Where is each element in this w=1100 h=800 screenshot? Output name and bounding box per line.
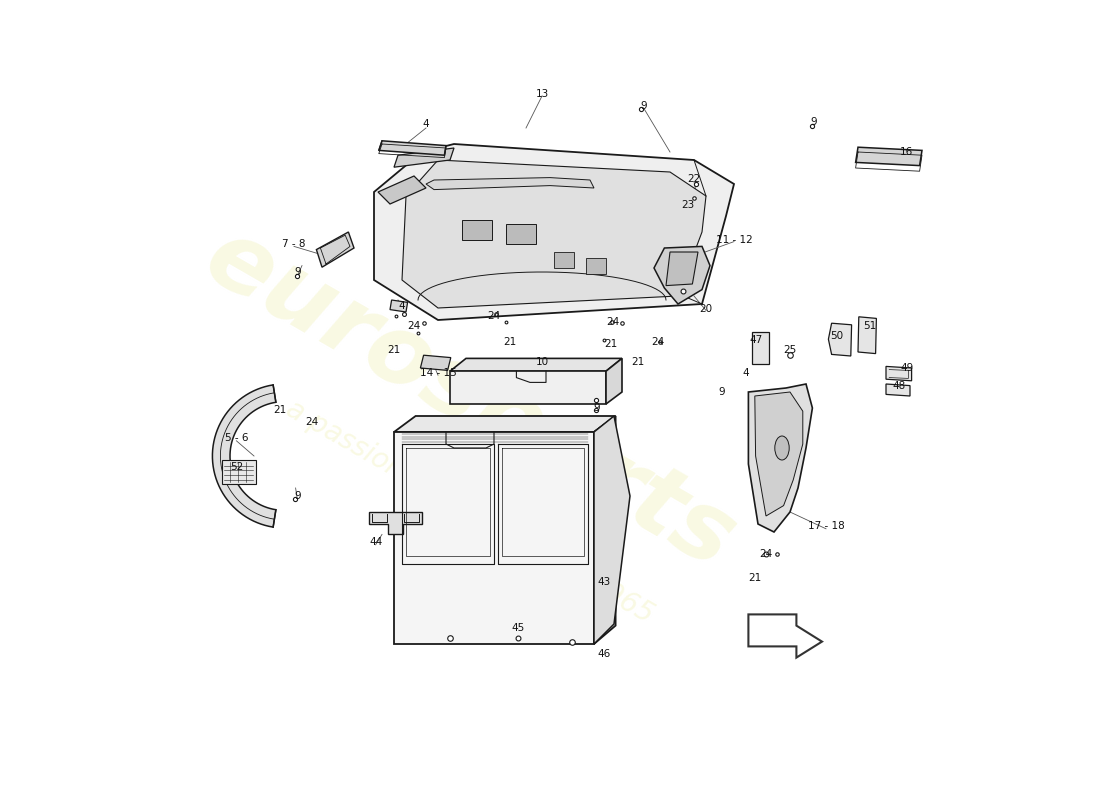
Text: 9: 9 (294, 491, 300, 501)
Text: 47: 47 (750, 335, 763, 345)
Polygon shape (755, 392, 803, 516)
Polygon shape (748, 384, 813, 532)
Bar (586, 258, 606, 274)
Text: 24: 24 (305, 418, 318, 427)
Text: 24: 24 (407, 322, 420, 331)
Polygon shape (450, 358, 622, 371)
Polygon shape (420, 355, 451, 370)
Polygon shape (378, 176, 426, 204)
Polygon shape (606, 358, 621, 404)
Polygon shape (886, 366, 912, 381)
Polygon shape (858, 317, 877, 354)
Polygon shape (450, 371, 606, 404)
Text: 52: 52 (230, 462, 243, 472)
Bar (462, 220, 493, 240)
Polygon shape (378, 141, 446, 155)
Polygon shape (886, 384, 910, 396)
Text: 9: 9 (718, 387, 725, 397)
Text: 11 - 12: 11 - 12 (716, 235, 752, 245)
Text: 4: 4 (422, 119, 429, 129)
Text: 16: 16 (900, 147, 913, 157)
Text: 9: 9 (640, 101, 647, 110)
Text: 20: 20 (700, 304, 713, 314)
Polygon shape (394, 416, 616, 432)
Text: 21: 21 (387, 346, 400, 355)
Text: 5 - 6: 5 - 6 (224, 434, 249, 443)
Text: 49: 49 (900, 363, 913, 373)
Text: 21: 21 (604, 339, 617, 349)
Text: 10: 10 (536, 357, 549, 366)
Text: 21: 21 (273, 406, 286, 415)
Text: 51: 51 (864, 322, 877, 331)
Polygon shape (394, 432, 594, 644)
Polygon shape (828, 323, 851, 356)
Text: eurosparts: eurosparts (189, 211, 751, 589)
Polygon shape (594, 416, 616, 644)
Text: 4: 4 (398, 301, 405, 310)
Bar (506, 224, 537, 244)
Text: 17 - 18: 17 - 18 (807, 522, 845, 531)
Polygon shape (212, 385, 276, 527)
Text: 14 - 15: 14 - 15 (419, 368, 456, 378)
Text: 21: 21 (631, 357, 645, 366)
Polygon shape (374, 144, 734, 320)
Text: 7 - 8: 7 - 8 (283, 239, 306, 249)
Polygon shape (856, 147, 922, 166)
Polygon shape (402, 160, 706, 308)
Text: 9: 9 (593, 403, 600, 413)
Text: 25: 25 (783, 346, 796, 355)
Text: 24: 24 (651, 338, 664, 347)
Polygon shape (394, 148, 454, 167)
Text: 44: 44 (368, 538, 382, 547)
Text: 9: 9 (295, 267, 301, 277)
Text: 43: 43 (597, 578, 611, 587)
Polygon shape (666, 252, 698, 286)
Text: 23: 23 (681, 200, 694, 210)
Text: a passion for parts since 1965: a passion for parts since 1965 (282, 395, 659, 629)
Polygon shape (426, 178, 594, 190)
Polygon shape (390, 300, 408, 312)
Text: 4: 4 (742, 368, 749, 378)
Text: 24: 24 (759, 549, 772, 558)
Text: 48: 48 (892, 381, 905, 390)
Bar (751, 332, 769, 364)
Text: 13: 13 (536, 90, 549, 99)
Text: 9: 9 (811, 117, 817, 126)
Ellipse shape (774, 436, 789, 460)
Text: 45: 45 (512, 623, 525, 633)
Text: 21: 21 (504, 338, 517, 347)
Bar (554, 252, 574, 268)
Text: 24: 24 (606, 317, 619, 326)
Polygon shape (594, 416, 630, 644)
Text: 24: 24 (487, 311, 500, 321)
Polygon shape (654, 246, 710, 304)
Text: 50: 50 (829, 331, 843, 341)
Text: 21: 21 (748, 573, 761, 582)
Text: 46: 46 (597, 650, 611, 659)
Text: 22: 22 (688, 174, 701, 184)
Polygon shape (317, 232, 354, 267)
Bar (222, 460, 255, 484)
Polygon shape (370, 512, 422, 534)
